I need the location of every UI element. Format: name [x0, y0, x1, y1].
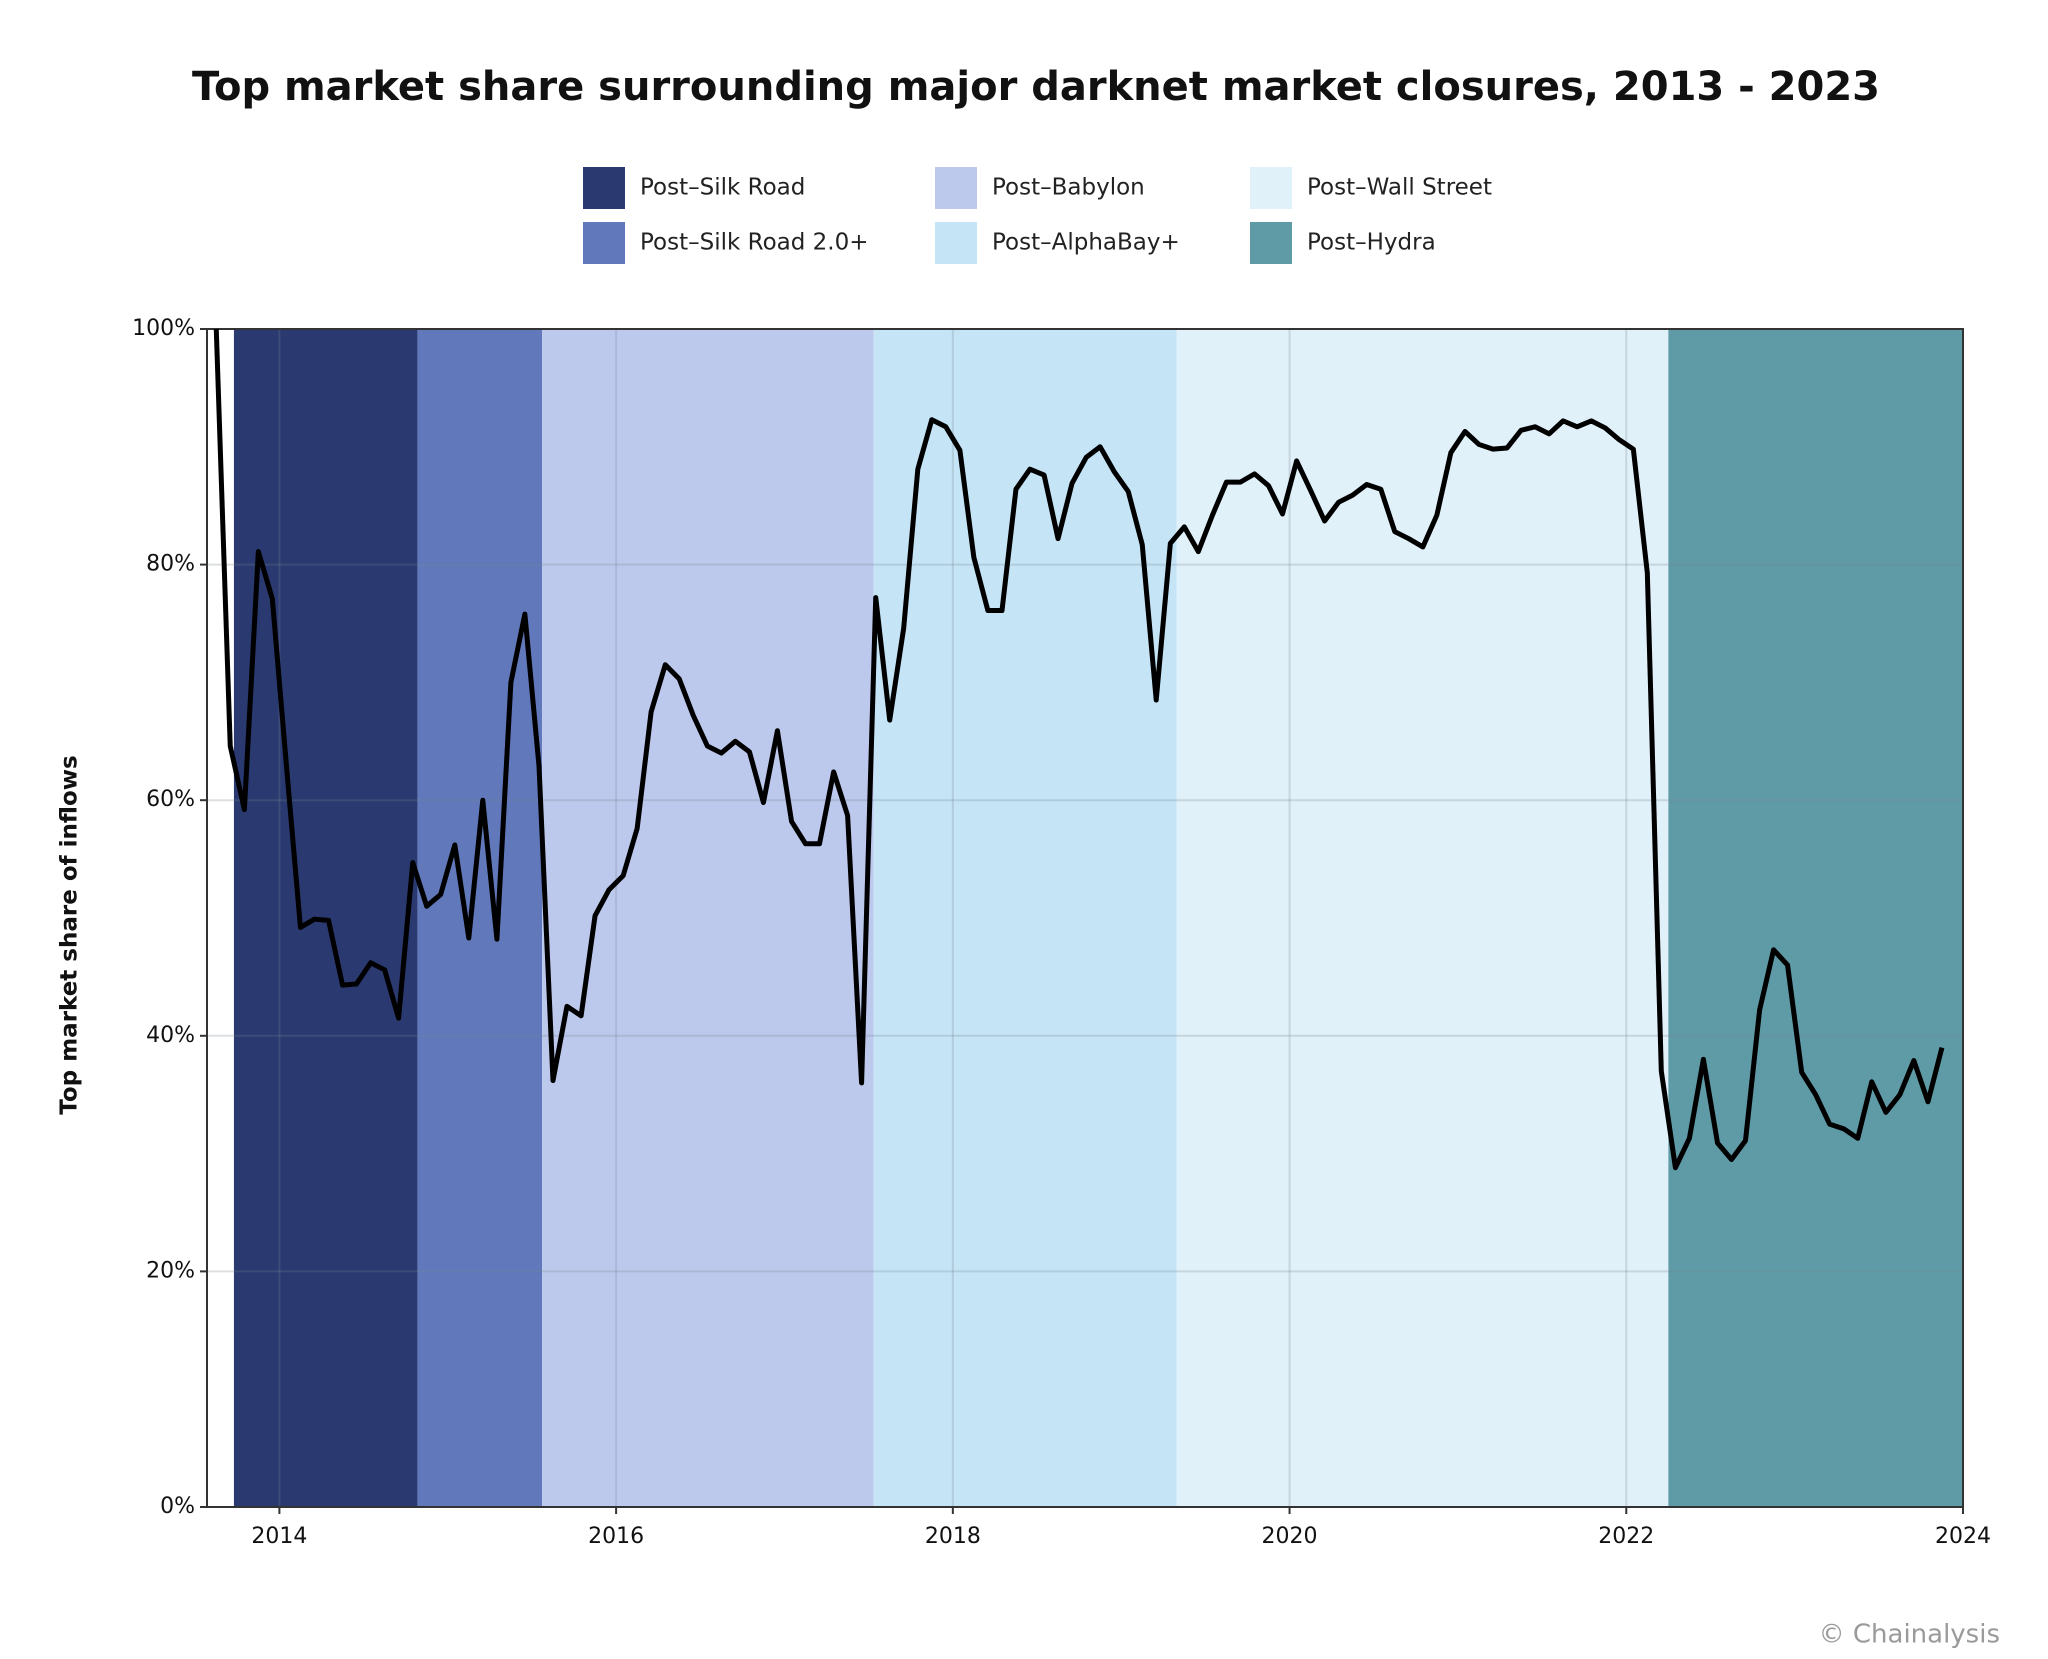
legend-swatch: [1250, 222, 1292, 264]
region-band: [1668, 329, 1963, 1507]
x-tick-label: 2022: [1598, 1524, 1654, 1549]
legend-label: Post–Silk Road 2.0+: [640, 230, 869, 256]
x-tick-label: 2024: [1935, 1524, 1991, 1549]
chart-title: Top market share surrounding major darkn…: [192, 64, 1880, 110]
legend-label: Post–Hydra: [1307, 230, 1436, 256]
y-axis-label: Top market share of inflows: [57, 755, 83, 1114]
y-tick-label: 80%: [146, 552, 195, 577]
x-tick-label: 2020: [1262, 1524, 1318, 1549]
y-tick-label: 0%: [160, 1494, 195, 1519]
legend-swatch: [583, 167, 625, 209]
x-tick-label: 2016: [588, 1524, 644, 1549]
legend-label: Post–AlphaBay+: [992, 230, 1180, 256]
y-tick-label: 20%: [146, 1258, 195, 1283]
legend-swatch: [935, 167, 977, 209]
legend-label: Post–Wall Street: [1307, 175, 1492, 201]
y-tick-label: 100%: [132, 316, 195, 341]
region-band: [1176, 329, 1669, 1507]
legend-label: Post–Silk Road: [640, 175, 805, 201]
credit: © Chainalysis: [1819, 1620, 2000, 1650]
region-band: [417, 329, 543, 1507]
x-tick-label: 2018: [925, 1524, 981, 1549]
legend-swatch: [1250, 167, 1292, 209]
x-tick-label: 2014: [251, 1524, 307, 1549]
legend-swatch: [935, 222, 977, 264]
plot-frame: [206, 328, 1964, 1508]
region-band: [542, 329, 874, 1507]
region-band: [873, 329, 1177, 1507]
data-line: [213, 328, 1945, 1171]
y-tick-label: 60%: [146, 787, 195, 812]
legend-swatch: [583, 222, 625, 264]
legend-label: Post–Babylon: [992, 175, 1145, 201]
y-tick-label: 40%: [146, 1023, 195, 1048]
